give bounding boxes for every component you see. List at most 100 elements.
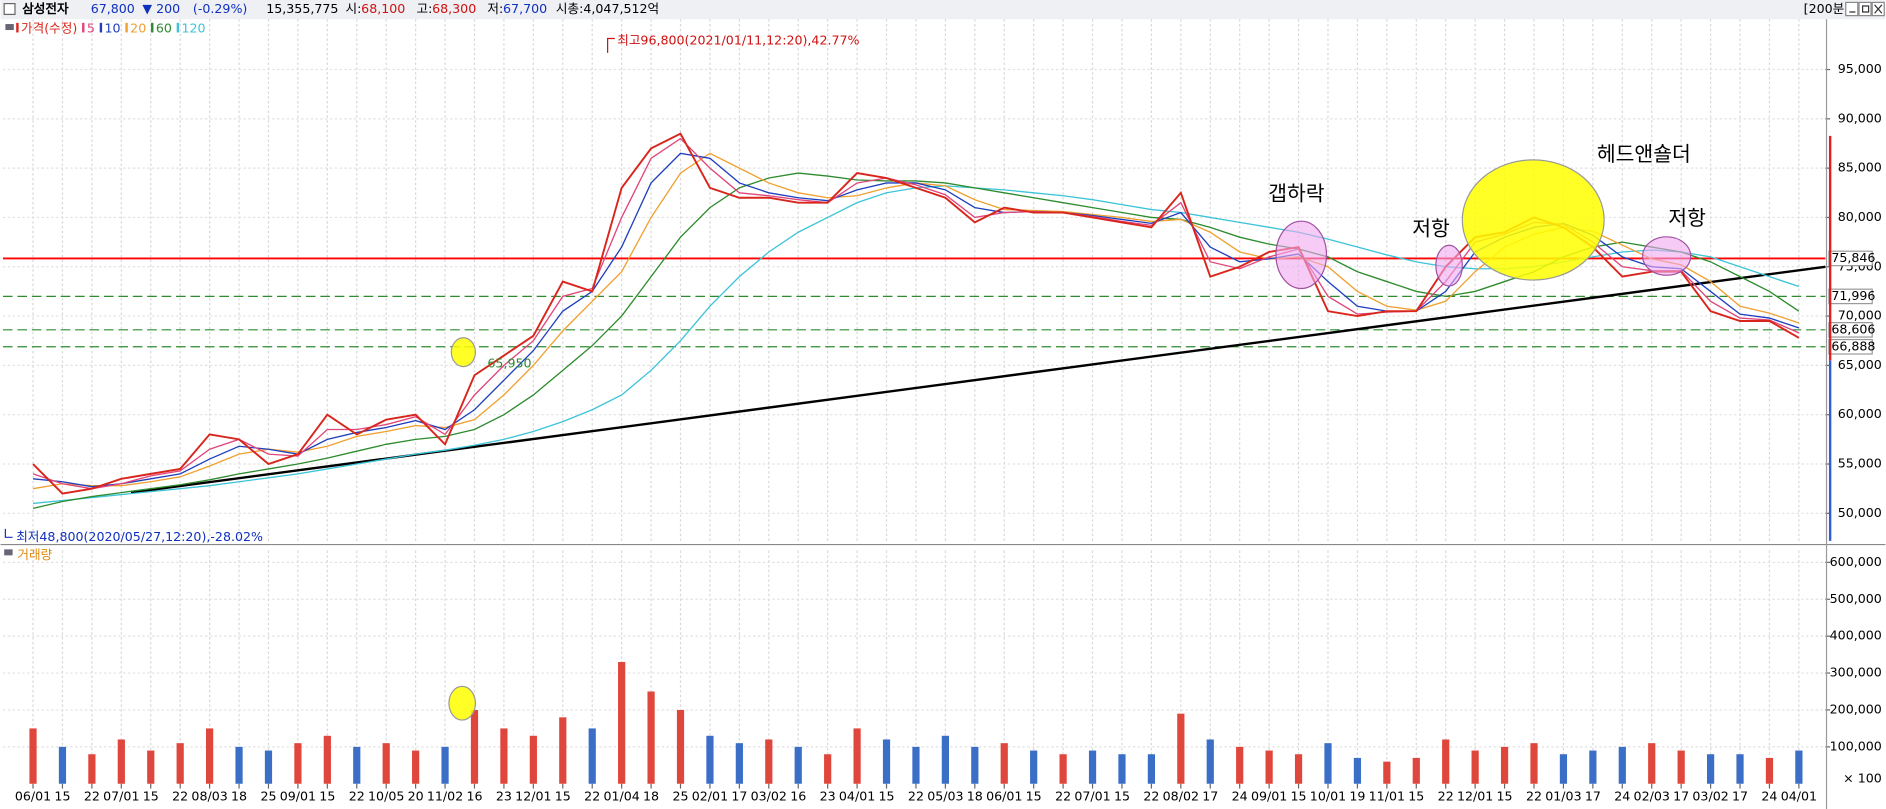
volume-bar [1736,754,1744,784]
x-tick-label: 07/01 [103,788,139,803]
volume-bar [1530,743,1538,784]
x-tick-label: 06/01 [15,788,51,803]
note: 헤드앤숄더 [1597,142,1691,166]
volume-bar [559,717,567,784]
highlight-circle [448,685,476,721]
minimize-button[interactable] [1845,1,1859,17]
volume-bar [1765,757,1774,784]
x-tick-label: 22 [908,788,924,803]
high-value: 68,300 [432,1,476,16]
x-tick-label: 22 [172,788,188,803]
x-tick-label: 22 [1055,788,1071,803]
stock-name: 삼성전자 [22,1,69,16]
volume-bar [971,746,979,784]
x-tick-label: 15 [319,788,335,803]
x-tick-label: 15 [1408,788,1424,803]
x-tick-label: 08/03 [191,788,227,803]
low-pointer [4,528,13,538]
y-tick-label: 80,000 [1838,209,1882,224]
volume-bar [58,746,67,784]
x-tick-label: 15 [1114,788,1130,803]
y-tick-label: 50,000 [1838,505,1882,520]
x-tick-label: 22 [1143,788,1159,803]
window-icons [1849,4,1883,14]
volume-bar [1147,754,1156,784]
x-tick-label: 09/01 [1251,788,1287,803]
market-cap: 시총:4,047,512억 [556,1,659,16]
header-bar [0,0,1886,20]
x-tick-label: 22 [584,788,600,803]
x-tick-label: 04/01 [839,788,875,803]
x-tick-label: 08/02 [1163,788,1199,803]
volume-bar [1471,750,1479,784]
period-button[interactable]: [200분] [1804,1,1850,16]
volume-bar [1618,746,1626,784]
volume-bar [1795,750,1803,784]
x-tick-label: 17 [731,788,747,803]
x-tick-label: 02/01 [692,788,728,803]
y-tick-label: 65,000 [1838,357,1882,372]
x-tick-label: 16 [790,788,806,803]
y-tick-label: 70,000 [1838,308,1882,323]
volume-bar [1294,754,1303,784]
volume-bar [1177,713,1185,784]
volume-bar [853,728,861,784]
y-tick-label: 300,000 [1830,665,1882,680]
x-tick-label: 06/01 [986,788,1022,803]
volume-bar [706,735,714,784]
x-tick-label: 18 [967,788,983,803]
legend-label: 10 [105,20,121,35]
open-label: 시: [346,1,362,16]
plot-area: 06/01 15 22 07/01 15 22 08/03 18 25 09/01 15 22 10/0… [2,19,1882,803]
volume-unit: × 100 [1843,770,1882,785]
high-pointer [607,37,615,53]
highlight-circle [1642,236,1692,276]
volume-bar [1236,746,1244,784]
x-tick-label: 24 [1232,788,1248,803]
highlight-circle [1275,220,1328,290]
volume-bar [1030,750,1038,784]
volume-bar [1442,739,1450,784]
volume-bar [29,728,37,784]
note: 저항 [1412,217,1450,241]
x-tick-label: 01/03 [1545,788,1581,803]
low-value: 67,700 [503,1,547,16]
volume-bar [1088,750,1097,784]
volume-title: 거래량 [17,547,52,562]
volume-bar [1265,750,1273,784]
volume-bar [765,739,773,784]
x-tick-label: 12/01 [515,788,551,803]
x-tick-label: 15 [1291,788,1307,803]
volume-bar [382,743,390,784]
highlight-circle [1461,159,1605,281]
y-tick-label: 500,000 [1830,591,1882,606]
volume-bar [500,728,508,784]
header-checkbox[interactable] [3,3,16,16]
x-tick-label: 17 [1673,788,1689,803]
x-tick-label: 07/01 [1074,788,1110,803]
volume-bar [323,735,331,784]
volume-bar [353,746,361,784]
legend-label: 가격(수정) [21,20,77,35]
x-tick-label: 19 [1349,788,1365,803]
legend-label: 20 [130,20,146,35]
price-line-label: 75,846 [1831,250,1875,265]
volume-bar [735,743,743,784]
volume-bar [1206,739,1214,784]
volume-bar [470,709,479,784]
legend-swatch [151,22,154,33]
x-tick-label: 05/03 [927,788,963,803]
y-tick-label: 600,000 [1830,554,1882,569]
volume-bar [235,746,243,784]
low-annotation: 최저48,800(2020/05/27,12:20),-28.02% [16,529,263,544]
x-tick-label: 11/01 [1369,788,1405,803]
volume-bar [441,746,449,784]
high-annotation: 최고96,800(2021/01/11,12:20),42.77% [617,32,859,47]
legend-icon [5,24,14,31]
legend-swatch [176,22,180,33]
volume-bar [824,754,832,784]
volume-bar [294,743,302,784]
x-tick-label: 23 [496,788,512,803]
y-tick-label: 85,000 [1838,160,1882,175]
